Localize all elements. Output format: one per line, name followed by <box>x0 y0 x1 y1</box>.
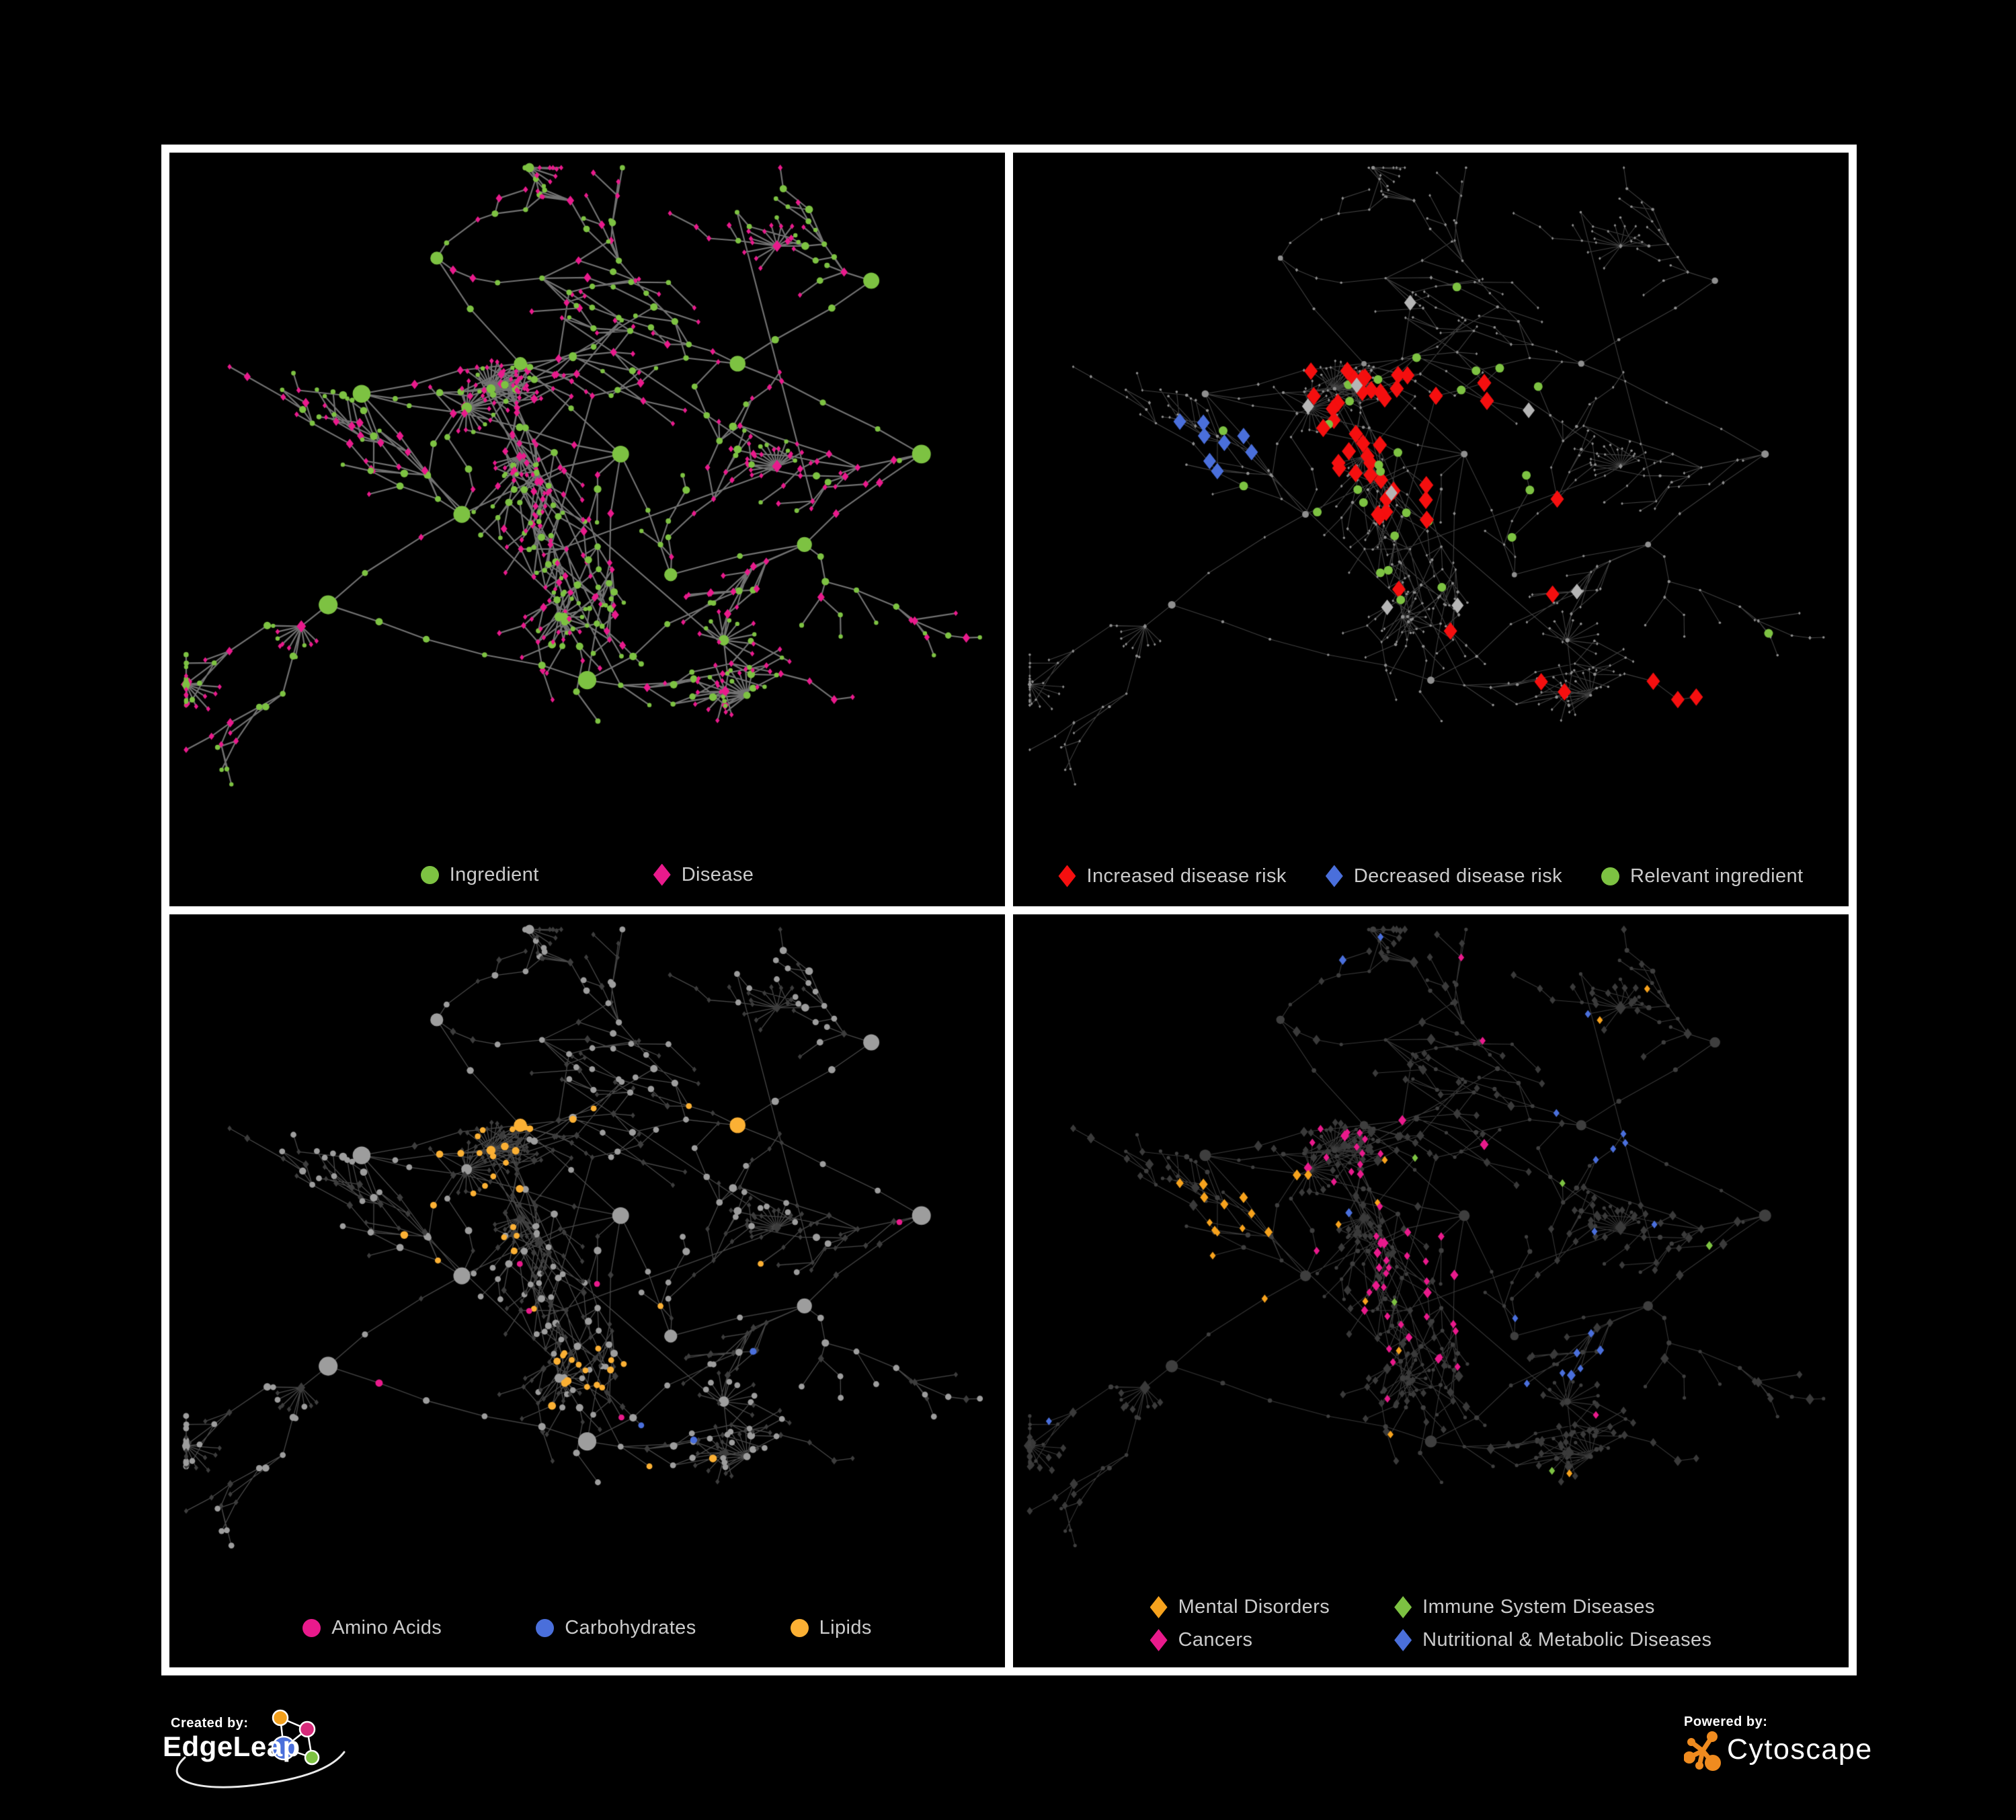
legend-item: Disease <box>653 863 754 886</box>
legend-label: Relevant ingredient <box>1630 865 1804 887</box>
legend-label: Nutritional & Metabolic Diseases <box>1422 1629 1712 1651</box>
legend-item: Decreased disease risk <box>1325 865 1563 887</box>
legend-label: Carbohydrates <box>565 1617 696 1638</box>
legend-item: Cancers <box>1150 1629 1253 1651</box>
legend-swatch-circle-icon <box>420 865 439 884</box>
legend-label: Amino Acids <box>331 1617 442 1638</box>
edgeleap-node-pink <box>298 1720 316 1738</box>
network-canvas-disease-classes <box>1013 914 1849 1667</box>
network-canvas-disease-risk <box>1013 153 1849 906</box>
legend-item: Increased disease risk <box>1058 865 1286 887</box>
edgeleap-brand: EdgeLeap <box>163 1731 300 1762</box>
legend-nutrient-classes: Amino Acids Carbohydrates Lipids <box>169 1617 1005 1639</box>
legend-ingredient-disease: Ingredient Disease <box>169 863 1005 886</box>
legend-swatch-diamond-icon <box>1150 1596 1168 1618</box>
cytoscape-credit: Powered by: Cytoscape <box>1684 1709 1926 1796</box>
legend-item: Nutritional & Metabolic Diseases <box>1394 1629 1711 1651</box>
panel-ingredient-disease: Ingredient Disease <box>169 153 1005 906</box>
legend-item: Immune System Diseases <box>1394 1596 1655 1618</box>
edgeleap-node-blue <box>271 1735 296 1761</box>
legend-item: Amino Acids <box>303 1617 442 1639</box>
legend-item: Mental Disorders <box>1150 1596 1330 1618</box>
panel-grid: Ingredient Disease Increased disease risk… <box>161 145 1857 1675</box>
created-by-label: Created by: <box>171 1716 249 1731</box>
powered-by-label: Powered by: <box>1684 1714 1768 1729</box>
cytoscape-logo-icon <box>1684 1731 1721 1771</box>
network-canvas-nutrient-classes <box>169 914 1005 1667</box>
legend-swatch-circle-icon <box>790 1619 809 1637</box>
panel-nutrient-classes: Amino Acids Carbohydrates Lipids <box>169 914 1005 1667</box>
legend-swatch-diamond-icon <box>1058 865 1076 887</box>
legend-label: Decreased disease risk <box>1353 865 1563 887</box>
edgeleap-swoosh <box>175 1751 346 1788</box>
legend-swatch-circle-icon <box>1601 867 1620 885</box>
edgeleap-node-orange <box>272 1709 289 1727</box>
legend-label: Mental Disorders <box>1178 1596 1330 1618</box>
cytoscape-brand: Cytoscape <box>1727 1733 1873 1766</box>
legend-label: Immune System Diseases <box>1422 1596 1655 1618</box>
legend-label: Disease <box>681 863 754 885</box>
legend-disease-risk: Increased disease risk Decreased disease … <box>1013 865 1849 887</box>
legend-swatch-diamond-icon <box>1150 1629 1168 1651</box>
legend-item: Relevant ingredient <box>1601 865 1803 887</box>
legend-swatch-circle-icon <box>303 1619 321 1637</box>
legend-label: Cancers <box>1178 1629 1253 1651</box>
edgeleap-node-green <box>304 1749 320 1766</box>
legend-item: Ingredient <box>420 863 539 886</box>
legend-label: Lipids <box>819 1617 872 1638</box>
legend-swatch-circle-icon <box>536 1619 555 1637</box>
legend-label: Increased disease risk <box>1086 865 1287 887</box>
legend-disease-classes: Mental Disorders Immune System Diseases Ca… <box>1013 1596 1849 1651</box>
legend-swatch-diamond-icon <box>1325 865 1343 887</box>
legend-swatch-diamond-icon <box>1394 1629 1412 1651</box>
legend-swatch-diamond-icon <box>1394 1596 1412 1618</box>
panel-disease-classes: Mental Disorders Immune System Diseases Ca… <box>1013 914 1849 1667</box>
legend-item: Lipids <box>790 1617 872 1639</box>
network-canvas-ingredient-disease <box>169 153 1005 906</box>
legend-item: Carbohydrates <box>536 1617 696 1639</box>
legend-label: Ingredient <box>449 863 539 885</box>
legend-swatch-diamond-icon <box>653 863 671 886</box>
edgeleap-logo-icon <box>175 1709 346 1788</box>
edgeleap-credit: Created by: EdgeLeap <box>161 1709 383 1803</box>
panel-disease-risk: Increased disease risk Decreased disease … <box>1013 153 1849 906</box>
